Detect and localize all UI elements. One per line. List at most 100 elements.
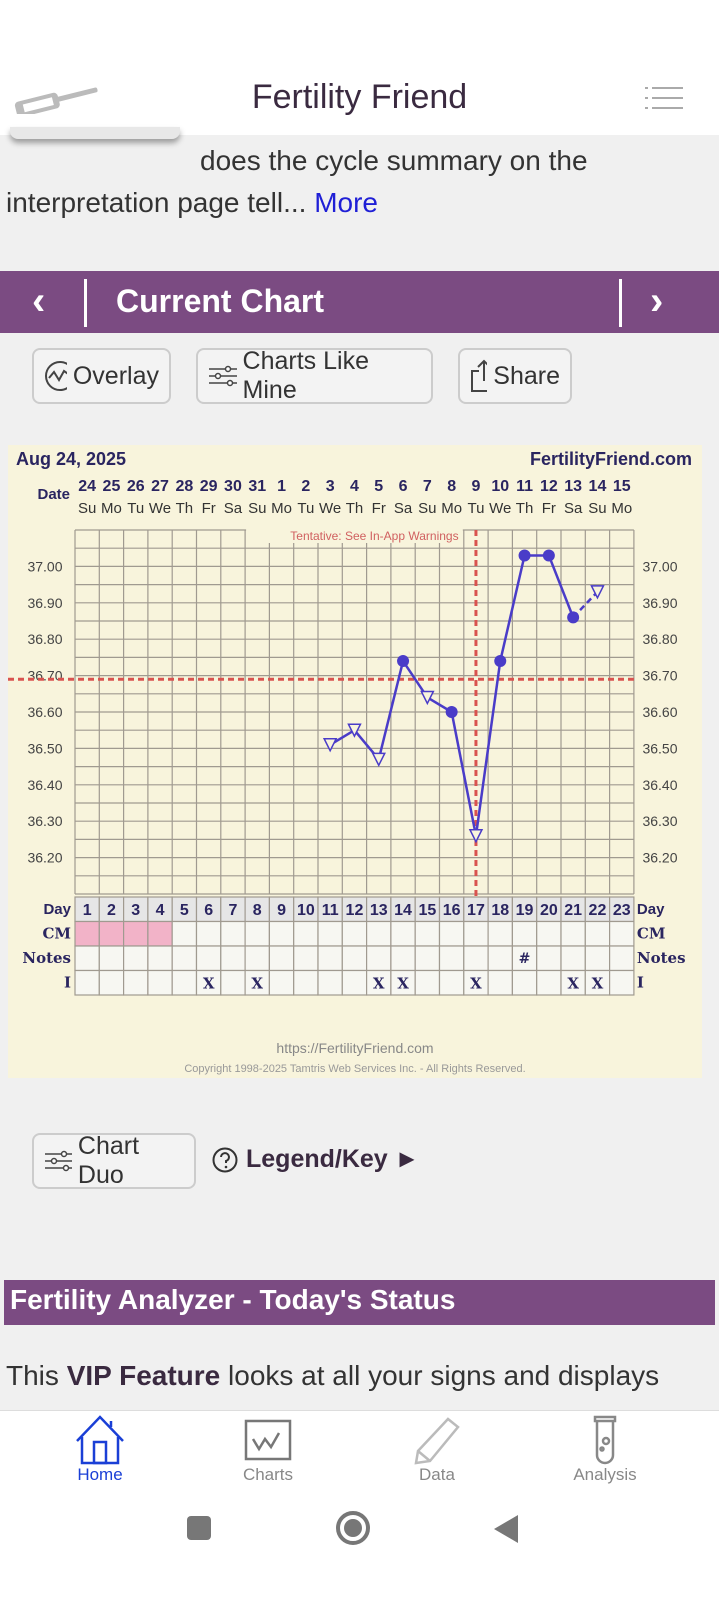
nav-charts-label: Charts bbox=[242, 1465, 294, 1484]
notes-row-label-right: Notes bbox=[637, 949, 686, 967]
notes-cell bbox=[147, 945, 173, 972]
app-title: Fertility Friend bbox=[251, 78, 468, 116]
pencil-icon bbox=[414, 1417, 460, 1465]
date-tick: 30 bbox=[224, 478, 242, 495]
next-chart-chevron-icon[interactable]: › bbox=[650, 279, 664, 323]
date-tick: 5 bbox=[374, 478, 383, 495]
cycle-day-number: 20 bbox=[540, 902, 558, 919]
date-tick: 29 bbox=[200, 478, 218, 495]
recents-button-icon[interactable] bbox=[187, 1516, 211, 1540]
i-cell bbox=[536, 969, 562, 996]
date-tick: 14 bbox=[589, 478, 607, 495]
date-tick: 9 bbox=[471, 478, 480, 495]
cycle-day-number: 7 bbox=[228, 902, 237, 919]
weekday-tick: Su bbox=[418, 500, 436, 517]
cm-cell bbox=[536, 920, 562, 947]
legend-key-label: Legend/Key ► bbox=[246, 1145, 420, 1173]
weekday-tick: We bbox=[489, 500, 511, 517]
app-header: Fertility Friend bbox=[0, 60, 719, 135]
y-tick-right: 36.60 bbox=[642, 704, 677, 720]
prev-chart-chevron-icon[interactable]: ‹ bbox=[32, 279, 46, 323]
date-tick: 7 bbox=[423, 478, 432, 495]
temp-point-triangle bbox=[420, 690, 435, 706]
temp-line-segment bbox=[547, 555, 575, 618]
notes-cell bbox=[268, 945, 295, 972]
i-cell bbox=[268, 969, 295, 996]
chart-start-date: Aug 24, 2025 bbox=[16, 449, 126, 469]
temp-point-triangle bbox=[322, 738, 338, 753]
temp-line-segment bbox=[474, 660, 502, 836]
back-button-icon[interactable] bbox=[492, 1514, 520, 1544]
weekday-tick: Th bbox=[346, 500, 364, 517]
cm-cell bbox=[147, 920, 173, 947]
cm-row-label-right: CM bbox=[637, 925, 666, 943]
weekday-tick: Th bbox=[516, 500, 534, 517]
weekday-tick: Tu bbox=[467, 500, 484, 517]
analyzer-text: This bbox=[6, 1360, 67, 1391]
nav-charts[interactable]: Charts bbox=[208, 1411, 328, 1485]
cm-row-label: CM bbox=[42, 925, 71, 943]
intercourse-mark: X bbox=[203, 975, 215, 993]
sliders-icon bbox=[45, 1150, 72, 1172]
notes-cell bbox=[317, 945, 343, 972]
y-tick-right: 36.40 bbox=[642, 777, 677, 793]
cm-cell bbox=[171, 920, 198, 947]
cycle-day-number: 11 bbox=[322, 902, 339, 919]
overlay-icon bbox=[45, 361, 67, 391]
share-button[interactable]: Share bbox=[458, 348, 572, 404]
intercourse-mark: X bbox=[470, 975, 482, 993]
notes-cell bbox=[414, 945, 441, 972]
nav-analysis-label: Analysis bbox=[573, 1465, 637, 1484]
notes-cell bbox=[341, 945, 368, 972]
cm-cell bbox=[463, 920, 489, 947]
nav-data[interactable]: Data bbox=[377, 1411, 497, 1485]
cm-cell bbox=[584, 920, 611, 947]
y-tick-right: 36.20 bbox=[642, 850, 677, 866]
date-tick: 8 bbox=[447, 478, 456, 495]
cycle-day-number: 13 bbox=[370, 902, 388, 919]
i-cell bbox=[414, 969, 441, 996]
i-cell bbox=[293, 969, 319, 996]
cycle-day-number: 22 bbox=[589, 902, 607, 919]
cycle-day-number: 1 bbox=[83, 902, 92, 919]
weekday-tick: Tu bbox=[127, 500, 144, 517]
menu-icon[interactable] bbox=[645, 86, 685, 112]
temp-point-triangle bbox=[590, 585, 605, 600]
i-cell bbox=[74, 969, 100, 996]
day-cell bbox=[98, 896, 125, 923]
nav-home[interactable]: Home bbox=[40, 1411, 160, 1485]
notes-cell bbox=[608, 945, 635, 972]
article-thumbnail[interactable] bbox=[10, 127, 180, 139]
y-tick-left: 37.00 bbox=[27, 558, 62, 574]
date-tick: 15 bbox=[613, 478, 631, 495]
temp-point-dot bbox=[567, 611, 580, 624]
day-row-label-right: Day bbox=[637, 901, 665, 918]
nav-analysis[interactable]: Analysis bbox=[545, 1411, 665, 1485]
notes-cell bbox=[122, 945, 149, 972]
cm-cell bbox=[511, 920, 538, 947]
temp-point-dot bbox=[397, 655, 410, 668]
cm-cell bbox=[317, 920, 343, 947]
charts-like-mine-button[interactable]: Charts Like Mine bbox=[196, 347, 433, 404]
home-button-icon[interactable] bbox=[336, 1511, 370, 1545]
i-cell bbox=[147, 969, 173, 996]
charts-like-mine-label: Charts Like Mine bbox=[242, 347, 369, 404]
share-label: Share bbox=[493, 361, 560, 390]
notes-cell bbox=[244, 945, 271, 972]
date-tick: 6 bbox=[399, 478, 408, 495]
chart-duo-button[interactable]: Chart Duo bbox=[32, 1132, 196, 1189]
legend-key-link[interactable]: Legend/Key ► bbox=[212, 1145, 419, 1174]
notes-cell bbox=[98, 945, 125, 972]
intercourse-mark: X bbox=[567, 975, 579, 993]
more-link[interactable]: More bbox=[314, 187, 378, 218]
weekday-tick: Fr bbox=[202, 500, 216, 517]
thermometer-logo-icon[interactable] bbox=[12, 80, 102, 114]
day-cell bbox=[366, 896, 392, 923]
day-cell bbox=[487, 896, 514, 923]
article-snippet: does the cycle summary on the interpreta… bbox=[0, 127, 719, 228]
cm-cell bbox=[414, 920, 441, 947]
overlay-button[interactable]: Overlay bbox=[32, 348, 171, 404]
weekday-tick: We bbox=[149, 500, 171, 517]
cm-cell bbox=[487, 920, 514, 947]
